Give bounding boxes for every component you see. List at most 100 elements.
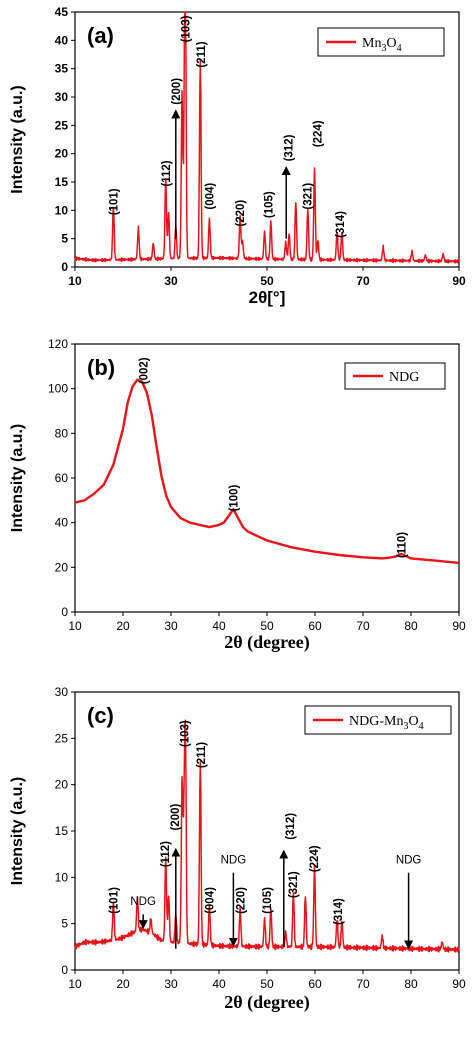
panel-label: (b) [87, 355, 115, 380]
y-tick-label: 20 [55, 147, 69, 161]
chart-panel-1: 0 20 40 60 80 100 120 10 20 30 40 50 60 70 80 90 2θ (deg… [9, 337, 466, 653]
y-tick-label: 20 [55, 778, 69, 792]
peak-label: (220) [236, 887, 248, 914]
y-tick-label: 15 [55, 175, 69, 189]
peak-label: (211) [196, 41, 208, 67]
y-tick-label: 30 [55, 90, 69, 104]
x-tick-label: 40 [212, 977, 226, 991]
legend-subscript: 3 [403, 721, 408, 732]
x-tick-label: 30 [164, 274, 178, 288]
series-line-0 [74, 719, 460, 953]
x-tick-label: 10 [68, 274, 82, 288]
peak-label: (314) [333, 898, 345, 925]
peak-label: (220) [235, 200, 247, 227]
legend: NDG-Mn3O4 [304, 705, 452, 735]
series-line-0 [74, 11, 460, 264]
legend-text: Mn [362, 36, 381, 51]
y-axis-label: Intensity (a.u.) [9, 424, 26, 532]
legend-subscript: 4 [397, 43, 402, 54]
chart-panel-0: 0 5 10 15 20 25 30 35 40 45 10 30 50 70 90 2θ[°] Intensi… [9, 5, 466, 307]
y-tick-label: 0 [61, 963, 68, 977]
x-tick-label: 20 [116, 619, 130, 633]
y-tick-label: 5 [61, 232, 68, 246]
y-tick-label: 80 [55, 426, 69, 440]
legend-subscript: 3 [381, 43, 386, 54]
chart-panel-2: 0 5 10 15 20 25 30 10 20 30 40 50 60 70 80 90 2θ (degree… [9, 685, 466, 1013]
peak-label: (002) [139, 357, 151, 384]
y-tick-label: 0 [61, 605, 68, 619]
x-tick-label: 70 [356, 274, 370, 288]
y-tick-label: 25 [55, 731, 69, 745]
legend: NDG [344, 362, 446, 390]
y-tick-label: 20 [55, 560, 69, 574]
y-axis-label: Intensity (a.u.) [9, 85, 26, 193]
peak-label: (105) [262, 887, 274, 914]
peak-label: (105) [263, 191, 275, 218]
panel-label: (a) [87, 23, 114, 48]
peak-label: (101) [108, 188, 120, 215]
legend: Mn3O4 [317, 27, 445, 57]
legend-label: NDG [389, 370, 419, 385]
peak-label: (314) [335, 211, 347, 238]
x-tick-label: 70 [356, 619, 370, 633]
peak-label: (224) [312, 120, 324, 147]
x-axis-label: 2θ[°] [249, 288, 286, 307]
x-tick-label: 60 [308, 977, 322, 991]
legend-text: O [408, 714, 418, 729]
x-tick-label: 30 [164, 619, 178, 633]
x-tick-label: 50 [260, 274, 274, 288]
ndg-annotation: NDG [130, 896, 156, 908]
x-tick-label: 60 [308, 619, 322, 633]
x-axis-label: 2θ (degree) [224, 632, 310, 653]
legend-label: Mn3O4 [362, 36, 402, 54]
y-tick-label: 100 [48, 382, 68, 396]
y-tick-label: 25 [55, 118, 69, 132]
legend-subscript: 4 [419, 721, 424, 732]
panel-label: (c) [87, 703, 114, 728]
peak-label: (103) [180, 15, 192, 42]
x-tick-label: 30 [164, 977, 178, 991]
x-tick-label: 70 [356, 977, 370, 991]
peak-label: (224) [309, 845, 321, 872]
y-tick-label: 15 [55, 824, 69, 838]
x-tick-label: 20 [116, 977, 130, 991]
x-tick-label: 50 [260, 619, 274, 633]
x-tick-label: 10 [68, 619, 82, 633]
x-tick-label: 10 [68, 977, 82, 991]
x-axis-label: 2θ (degree) [224, 992, 310, 1013]
legend-text: O [386, 36, 396, 51]
y-tick-label: 10 [55, 203, 69, 217]
peak-label: (321) [302, 183, 314, 210]
x-tick-label: 80 [404, 619, 418, 633]
x-tick-label: 50 [260, 977, 274, 991]
y-tick-label: 35 [55, 62, 69, 76]
y-tick-label: 40 [55, 33, 69, 47]
peak-label: (312) [285, 813, 297, 840]
y-tick-label: 0 [61, 260, 68, 274]
y-tick-label: 120 [48, 337, 68, 351]
legend-text: NDG-Mn [349, 714, 403, 729]
x-tick-label: 40 [212, 619, 226, 633]
peak-label: (004) [204, 183, 216, 210]
series-line-0 [74, 378, 460, 565]
peak-label: (112) [160, 841, 172, 867]
peak-label: (100) [228, 485, 240, 512]
y-tick-label: 60 [55, 471, 69, 485]
peak-label: (004) [204, 887, 216, 914]
peak-label: (312) [284, 134, 296, 161]
y-tick-label: 10 [55, 870, 69, 884]
x-tick-label: 90 [452, 977, 466, 991]
legend-text: NDG [389, 370, 419, 385]
peak-label: (200) [171, 78, 183, 105]
peak-label: (211) [196, 742, 208, 768]
y-tick-label: 45 [55, 5, 69, 19]
y-tick-label: 40 [55, 516, 69, 530]
y-axis-label: Intensity (a.u.) [9, 777, 26, 885]
peak-label: (101) [108, 887, 120, 914]
ndg-annotation: NDG [396, 854, 422, 866]
peak-label: (200) [170, 804, 182, 831]
y-tick-label: 5 [61, 917, 68, 931]
y-tick-label: 30 [55, 685, 69, 699]
